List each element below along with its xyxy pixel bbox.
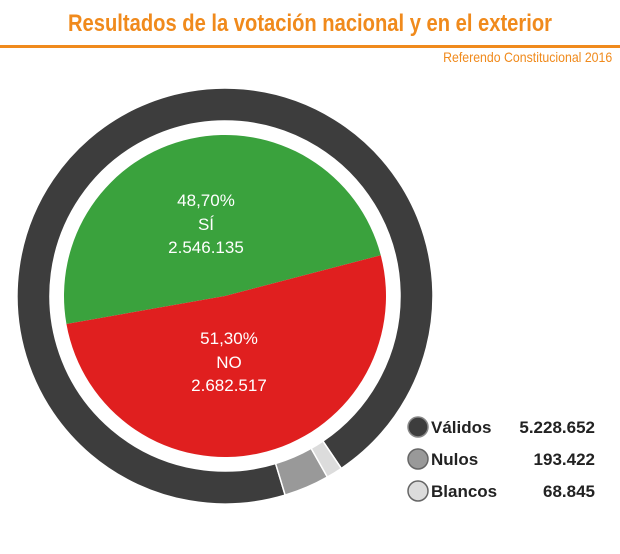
no-name-label: NO <box>216 353 242 372</box>
legend-item-blancos: Blancos 68.845 <box>407 480 595 502</box>
ring-segment-nulos <box>274 447 329 497</box>
legend-swatch-blancos <box>407 480 429 502</box>
outer-ring <box>16 87 434 505</box>
legend-swatch-nulos <box>407 448 429 470</box>
legend-item-nulos: Nulos 193.422 <box>407 448 595 470</box>
legend-value-nulos: 193.422 <box>534 450 595 469</box>
si-percent-label: 48,70% <box>177 191 235 210</box>
legend-label-blancos: Blancos <box>431 482 497 501</box>
si-name-label: SÍ <box>198 215 214 234</box>
legend-value-validos: 5.228.652 <box>519 418 595 437</box>
inner-pie <box>59 130 391 462</box>
chart-subtitle: Referendo Constitucional 2016 <box>442 49 612 65</box>
ring-segment-validos <box>16 87 434 505</box>
pie-slice-no <box>66 255 387 458</box>
ring-segment-blancos <box>310 440 343 479</box>
legend-label-nulos: Nulos <box>431 450 478 469</box>
si-votes-label: 2.546.135 <box>168 238 244 257</box>
title-rule <box>0 45 620 48</box>
no-percent-label: 51,30% <box>200 329 258 348</box>
slice-labels: 48,70% SÍ 2.546.135 51,30% NO 2.682.517 <box>168 191 267 395</box>
legend-swatch-validos <box>407 416 429 438</box>
legend-value-blancos: 68.845 <box>543 482 595 501</box>
legend-label-validos: Válidos <box>431 418 491 437</box>
chart-title: Resultados de la votación nacional y en … <box>68 10 552 37</box>
legend-item-validos: Válidos 5.228.652 <box>407 416 595 438</box>
legend: Válidos 5.228.652 Nulos 193.422 Blancos … <box>407 416 595 502</box>
no-votes-label: 2.682.517 <box>191 376 267 395</box>
pie-slice-si <box>64 135 381 324</box>
